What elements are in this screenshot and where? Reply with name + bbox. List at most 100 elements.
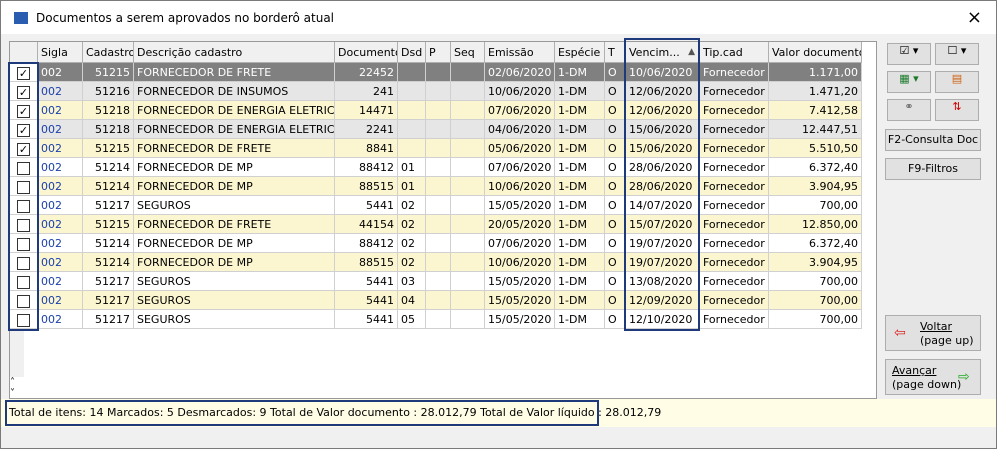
grid-cell: Fornecedor (700, 177, 769, 196)
row-checkbox[interactable] (17, 219, 30, 232)
grid-cell: 28/06/2020 (626, 177, 700, 196)
row-checkbox[interactable] (17, 238, 30, 251)
grid-cell: FORNECEDOR DE MP (134, 158, 335, 177)
scroll-down[interactable]: ˅ (10, 388, 15, 399)
grid-cell (451, 82, 485, 101)
row-checkbox[interactable] (17, 257, 30, 270)
grid-cell: O (605, 101, 626, 120)
consulta-button[interactable]: F2-Consulta Doc (885, 129, 981, 151)
grid-cell: Fornecedor (700, 101, 769, 120)
grid-cell (398, 139, 426, 158)
voltar-button[interactable]: ⇦ Voltar (page up) (885, 315, 981, 351)
column-header[interactable]: Espécie (555, 42, 605, 63)
link-button[interactable]: ⚭ (887, 99, 931, 121)
column-header[interactable]: Vencim... ▲ (626, 42, 700, 63)
scroll-up[interactable]: ˄ (10, 377, 15, 388)
grid-cell: 3.904,95 (769, 177, 862, 196)
grid-cell: Fornecedor (700, 215, 769, 234)
grid-cell: 002 (38, 139, 83, 158)
grid-cell (426, 310, 451, 329)
column-header[interactable]: Documento (335, 42, 398, 63)
grid-cell: 002 (38, 234, 83, 253)
grid-cell: 002 (38, 82, 83, 101)
column-header[interactable]: Tip.cad (700, 42, 769, 63)
grid-cell: 51217 (83, 310, 134, 329)
check-all-button[interactable]: ☑ ▾ (887, 43, 931, 65)
grid-cell: O (605, 253, 626, 272)
column-header[interactable]: T (605, 42, 626, 63)
row-checkbox[interactable] (17, 162, 30, 175)
row-checkbox[interactable] (17, 276, 30, 289)
grid-cell (398, 82, 426, 101)
grid-cell (451, 63, 485, 82)
grid-cell: 51214 (83, 234, 134, 253)
grid-cell (451, 120, 485, 139)
grid-cell (426, 253, 451, 272)
excel-button[interactable]: ▦ ▾ (887, 71, 931, 93)
grid-cell: Fornecedor (700, 82, 769, 101)
avancar-button[interactable]: Avançar (page down) ⇨ (885, 359, 981, 395)
grid-cell: 700,00 (769, 291, 862, 310)
grid-cell: 1-DM (555, 234, 605, 253)
grid-cell: 002 (38, 310, 83, 329)
filtros-button[interactable]: F9-Filtros (885, 158, 981, 180)
row-checkbox[interactable]: ✓ (17, 143, 30, 156)
grid-cell: O (605, 310, 626, 329)
grid-cell: 03 (398, 272, 426, 291)
row-checkbox[interactable] (17, 181, 30, 194)
column-header[interactable]: Cadastro (83, 42, 134, 63)
grid-cell: 51214 (83, 158, 134, 177)
grid-cell (426, 215, 451, 234)
grid-cell (426, 82, 451, 101)
grid-cell: 700,00 (769, 310, 862, 329)
grid-cell: Fornecedor (700, 120, 769, 139)
highlight-checkbox-column (8, 62, 39, 331)
grid-cell: 51215 (83, 139, 134, 158)
row-checkbox[interactable]: ✓ (17, 67, 30, 80)
grid-cell: Fornecedor (700, 253, 769, 272)
grid-cell: 01 (398, 158, 426, 177)
grid-cell: 51217 (83, 272, 134, 291)
grid-cell: FORNECEDOR DE INSUMOS (134, 82, 335, 101)
row-checkbox[interactable]: ✓ (17, 86, 30, 99)
report-button[interactable]: ▤ (935, 71, 979, 93)
grid-cell: O (605, 291, 626, 310)
grid-cell: 700,00 (769, 196, 862, 215)
column-header[interactable]: Emissão (485, 42, 555, 63)
grid-cell: 12/06/2020 (626, 101, 700, 120)
column-header[interactable]: Valor documento (769, 42, 862, 63)
row-checkbox[interactable]: ✓ (17, 124, 30, 137)
grid-cell: 20/05/2020 (485, 215, 555, 234)
grid-cell: 10/06/2020 (626, 63, 700, 82)
avancar-key: (page down) (892, 378, 962, 391)
grid-cell: 2241 (335, 120, 398, 139)
row-checkbox[interactable]: ✓ (17, 105, 30, 118)
row-checkbox[interactable] (17, 295, 30, 308)
grid-cell: 002 (38, 253, 83, 272)
sort-button[interactable]: ⇅ (935, 99, 979, 121)
row-checkbox[interactable] (17, 200, 30, 213)
grid-cell: 12/10/2020 (626, 310, 700, 329)
grid-cell: 51216 (83, 82, 134, 101)
grid-cell: FORNECEDOR DE MP (134, 253, 335, 272)
row-checkbox[interactable] (17, 314, 30, 327)
grid-cell: Fornecedor (700, 291, 769, 310)
grid-cell: 01 (398, 177, 426, 196)
grid-cell: 02 (398, 215, 426, 234)
grid-cell: 1-DM (555, 272, 605, 291)
grid-cell: 05/06/2020 (485, 139, 555, 158)
grid-cell: 1-DM (555, 120, 605, 139)
voltar-key: (page up) (920, 334, 974, 347)
column-header[interactable]: Descrição cadastro (134, 42, 335, 63)
grid-cell: 05 (398, 310, 426, 329)
arrow-left-icon: ⇦ (894, 325, 906, 341)
column-header[interactable]: Sigla (38, 42, 83, 63)
uncheck-all-button[interactable]: ☐ ▾ (935, 43, 979, 65)
grid-cell: O (605, 82, 626, 101)
grid-cell: 002 (38, 120, 83, 139)
column-header[interactable]: P (426, 42, 451, 63)
grid-cell: 51214 (83, 253, 134, 272)
close-button[interactable]: × (966, 7, 982, 28)
column-header[interactable]: Seq (451, 42, 485, 63)
column-header[interactable]: Dsd (398, 42, 426, 63)
